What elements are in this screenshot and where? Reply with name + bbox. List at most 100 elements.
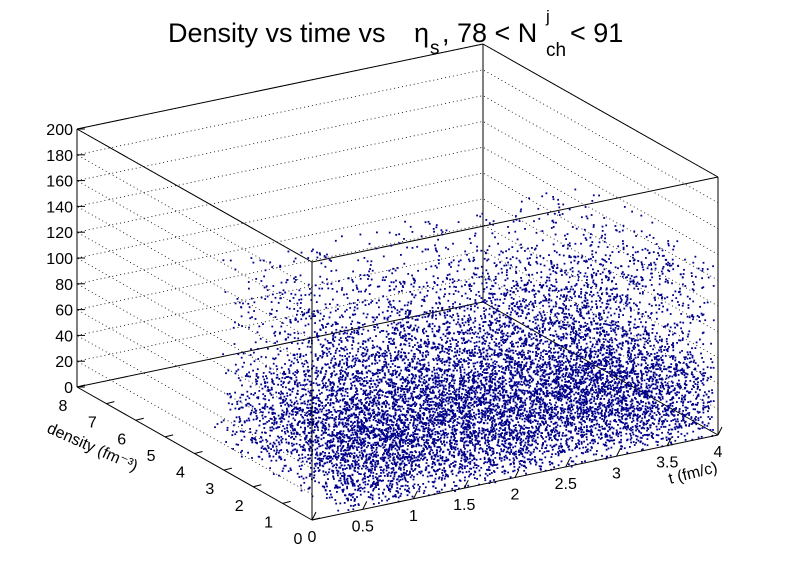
scatter-point bbox=[424, 445, 427, 447]
scatter-point bbox=[342, 383, 345, 386]
scatter-point bbox=[280, 413, 283, 415]
scatter-point bbox=[309, 288, 311, 290]
scatter-point bbox=[325, 347, 328, 349]
scatter-point bbox=[365, 420, 368, 423]
scatter-point bbox=[396, 487, 399, 489]
scatter-point bbox=[428, 323, 431, 325]
scatter-point bbox=[342, 453, 345, 456]
scatter-point bbox=[463, 433, 466, 436]
scatter-point bbox=[407, 369, 410, 371]
scatter-point bbox=[438, 432, 441, 435]
scatter-point bbox=[361, 378, 363, 381]
scatter-point bbox=[427, 351, 430, 354]
scatter-point bbox=[362, 455, 365, 458]
scatter-point bbox=[400, 324, 402, 327]
scatter-point bbox=[454, 446, 457, 449]
scatter-point bbox=[324, 422, 327, 424]
scatter-point bbox=[335, 469, 338, 472]
scatter-point bbox=[432, 400, 435, 403]
scatter-point bbox=[396, 431, 398, 434]
scatter-point bbox=[412, 423, 415, 425]
scatter-point bbox=[316, 454, 319, 457]
scatter-point bbox=[303, 312, 306, 315]
scatter-point bbox=[375, 396, 377, 399]
scatter-point bbox=[317, 370, 320, 373]
scatter-point bbox=[372, 437, 375, 439]
scatter-point bbox=[318, 469, 321, 472]
scatter-point bbox=[438, 468, 441, 470]
scatter-point bbox=[326, 412, 329, 415]
scatter-point bbox=[374, 373, 377, 375]
scatter-point bbox=[324, 489, 327, 492]
scatter-point bbox=[344, 461, 347, 463]
scatter-point bbox=[350, 504, 352, 507]
scatter-point bbox=[314, 407, 316, 409]
scatter-point bbox=[489, 394, 492, 397]
scatter-point bbox=[280, 435, 283, 438]
scatter-point bbox=[371, 391, 374, 394]
scatter-point bbox=[451, 396, 454, 399]
scatter-point bbox=[410, 468, 413, 471]
scatter-point bbox=[314, 439, 317, 441]
scatter-point bbox=[342, 459, 344, 461]
scatter-point bbox=[437, 439, 439, 441]
scatter-point bbox=[240, 315, 243, 318]
scatter-point bbox=[473, 405, 476, 408]
scatter-point bbox=[270, 418, 273, 420]
scatter-point bbox=[440, 463, 443, 466]
scatter-point bbox=[334, 453, 337, 455]
scatter-point bbox=[232, 448, 234, 450]
scatter-point bbox=[360, 444, 363, 447]
scatter-point bbox=[281, 293, 284, 295]
scatter-point bbox=[326, 417, 328, 420]
scatter-point bbox=[426, 393, 429, 396]
scatter-point bbox=[408, 387, 411, 390]
scatter-point bbox=[360, 409, 363, 412]
scatter-point bbox=[432, 442, 435, 445]
scatter-point bbox=[454, 415, 457, 417]
scatter-point bbox=[436, 432, 439, 435]
scatter-point bbox=[434, 455, 437, 458]
scatter-point bbox=[299, 384, 302, 387]
scatter-point bbox=[399, 469, 402, 471]
scatter-point bbox=[468, 288, 471, 290]
scatter-point bbox=[408, 456, 411, 458]
scatter-point bbox=[411, 366, 414, 369]
scatter-point bbox=[415, 338, 417, 340]
scatter-point bbox=[411, 464, 413, 467]
scatter-point bbox=[273, 416, 275, 418]
scatter-point bbox=[479, 447, 482, 449]
scatter-point bbox=[424, 408, 426, 411]
scatter-point bbox=[241, 430, 244, 433]
scatter-point bbox=[474, 371, 477, 374]
scatter-point bbox=[370, 453, 373, 455]
scatter-point bbox=[484, 398, 486, 401]
scatter-point bbox=[493, 470, 495, 472]
z-gridline bbox=[76, 172, 719, 307]
scatter-point bbox=[325, 306, 328, 309]
scatter-point bbox=[454, 460, 457, 463]
scatter-point bbox=[362, 442, 364, 445]
scatter-point bbox=[400, 485, 403, 488]
scatter-point bbox=[234, 407, 237, 410]
scatter-point bbox=[299, 426, 302, 429]
scatter-point bbox=[367, 413, 370, 415]
scatter-point bbox=[492, 307, 495, 310]
scatter-point bbox=[375, 354, 378, 356]
scatter-point bbox=[309, 421, 312, 424]
scatter-point bbox=[379, 445, 382, 448]
scatter-point bbox=[319, 343, 322, 346]
scatter-point bbox=[394, 392, 397, 395]
scatter-point bbox=[401, 382, 404, 384]
scatter-point bbox=[371, 362, 373, 365]
scatter-point bbox=[392, 446, 394, 448]
scatter-point bbox=[431, 314, 434, 316]
scatter-point bbox=[329, 460, 331, 462]
scatter-point bbox=[403, 362, 406, 365]
scatter-point bbox=[380, 416, 383, 419]
scatter-point bbox=[255, 429, 258, 432]
scatter-point bbox=[404, 477, 406, 480]
scatter-point bbox=[393, 382, 396, 385]
scatter-point bbox=[347, 460, 349, 463]
scatter-point bbox=[480, 466, 483, 469]
